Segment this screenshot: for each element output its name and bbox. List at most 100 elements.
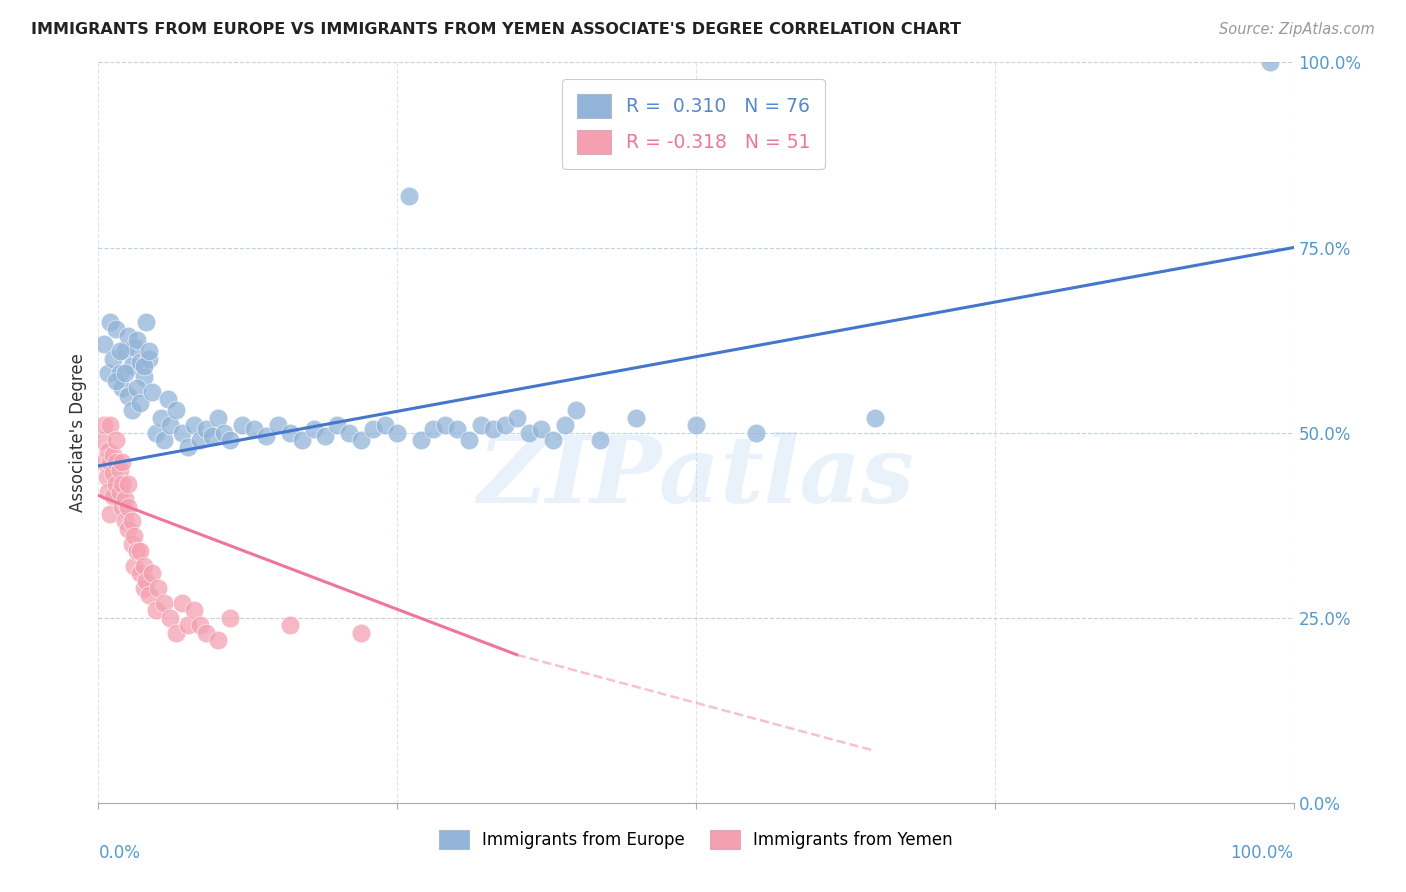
- Point: [219, 433, 242, 447]
- Point: [117, 388, 139, 402]
- Point: [254, 429, 277, 443]
- Point: [302, 422, 325, 436]
- Point: [195, 625, 218, 640]
- Point: [129, 396, 152, 410]
- Point: [108, 462, 131, 476]
- Point: [121, 515, 143, 529]
- Point: [212, 425, 235, 440]
- Y-axis label: Associate's Degree: Associate's Degree: [69, 353, 87, 512]
- Text: IMMIGRANTS FROM EUROPE VS IMMIGRANTS FROM YEMEN ASSOCIATE'S DEGREE CORRELATION C: IMMIGRANTS FROM EUROPE VS IMMIGRANTS FRO…: [31, 22, 960, 37]
- Point: [135, 314, 157, 328]
- Point: [108, 484, 131, 499]
- Point: [165, 403, 187, 417]
- Point: [685, 418, 707, 433]
- Point: [172, 596, 194, 610]
- Point: [132, 581, 155, 595]
- Point: [111, 381, 134, 395]
- Point: [541, 433, 564, 447]
- Point: [207, 632, 229, 647]
- Point: [121, 359, 143, 373]
- Point: [117, 500, 139, 514]
- Point: [97, 444, 120, 458]
- Point: [350, 433, 373, 447]
- Point: [172, 425, 194, 440]
- Point: [278, 618, 301, 632]
- Point: [101, 467, 124, 481]
- Point: [188, 618, 211, 632]
- Point: [165, 625, 187, 640]
- Point: [96, 470, 118, 484]
- Point: [121, 536, 143, 550]
- Point: [145, 425, 167, 440]
- Point: [108, 367, 131, 381]
- Point: [98, 314, 122, 328]
- Point: [117, 522, 139, 536]
- Point: [124, 341, 146, 355]
- Point: [98, 507, 122, 521]
- Point: [177, 441, 200, 455]
- Point: [183, 418, 205, 433]
- Point: [132, 370, 155, 384]
- Point: [141, 566, 163, 581]
- Point: [132, 558, 155, 573]
- Point: [201, 429, 224, 443]
- Point: [111, 500, 134, 514]
- Point: [481, 422, 505, 436]
- Point: [148, 581, 170, 595]
- Point: [97, 367, 120, 381]
- Point: [121, 403, 143, 417]
- Point: [626, 410, 648, 425]
- Point: [278, 425, 301, 440]
- Point: [267, 418, 290, 433]
- Point: [93, 455, 115, 469]
- Point: [105, 374, 128, 388]
- Point: [156, 392, 179, 407]
- Point: [114, 367, 136, 381]
- Point: [188, 433, 211, 447]
- Point: [745, 425, 768, 440]
- Point: [117, 477, 139, 491]
- Point: [111, 455, 134, 469]
- Point: [101, 448, 124, 462]
- Point: [108, 344, 131, 359]
- Point: [434, 418, 457, 433]
- Point: [114, 515, 136, 529]
- Point: [91, 433, 114, 447]
- Point: [159, 610, 181, 624]
- Point: [105, 455, 128, 469]
- Point: [177, 618, 200, 632]
- Point: [231, 418, 253, 433]
- Point: [129, 355, 152, 369]
- Point: [350, 625, 373, 640]
- Point: [135, 574, 157, 588]
- Point: [125, 333, 148, 347]
- Point: [385, 425, 409, 440]
- Point: [149, 410, 172, 425]
- Point: [554, 418, 576, 433]
- Point: [470, 418, 492, 433]
- Point: [124, 558, 146, 573]
- Point: [125, 381, 148, 395]
- Point: [291, 433, 314, 447]
- Point: [207, 410, 229, 425]
- Point: [141, 384, 163, 399]
- Text: 0.0%: 0.0%: [98, 844, 141, 862]
- Text: ZIPatlas: ZIPatlas: [478, 432, 914, 522]
- Text: Source: ZipAtlas.com: Source: ZipAtlas.com: [1219, 22, 1375, 37]
- Point: [138, 344, 160, 359]
- Point: [101, 351, 124, 366]
- Point: [105, 477, 128, 491]
- Point: [114, 344, 136, 359]
- Point: [446, 422, 468, 436]
- Point: [124, 529, 146, 543]
- Point: [494, 418, 516, 433]
- Point: [93, 336, 115, 351]
- Point: [589, 433, 612, 447]
- Point: [159, 418, 181, 433]
- Point: [363, 422, 385, 436]
- Point: [339, 425, 361, 440]
- Point: [183, 603, 205, 617]
- Point: [458, 433, 481, 447]
- Point: [374, 418, 396, 433]
- Point: [101, 489, 124, 503]
